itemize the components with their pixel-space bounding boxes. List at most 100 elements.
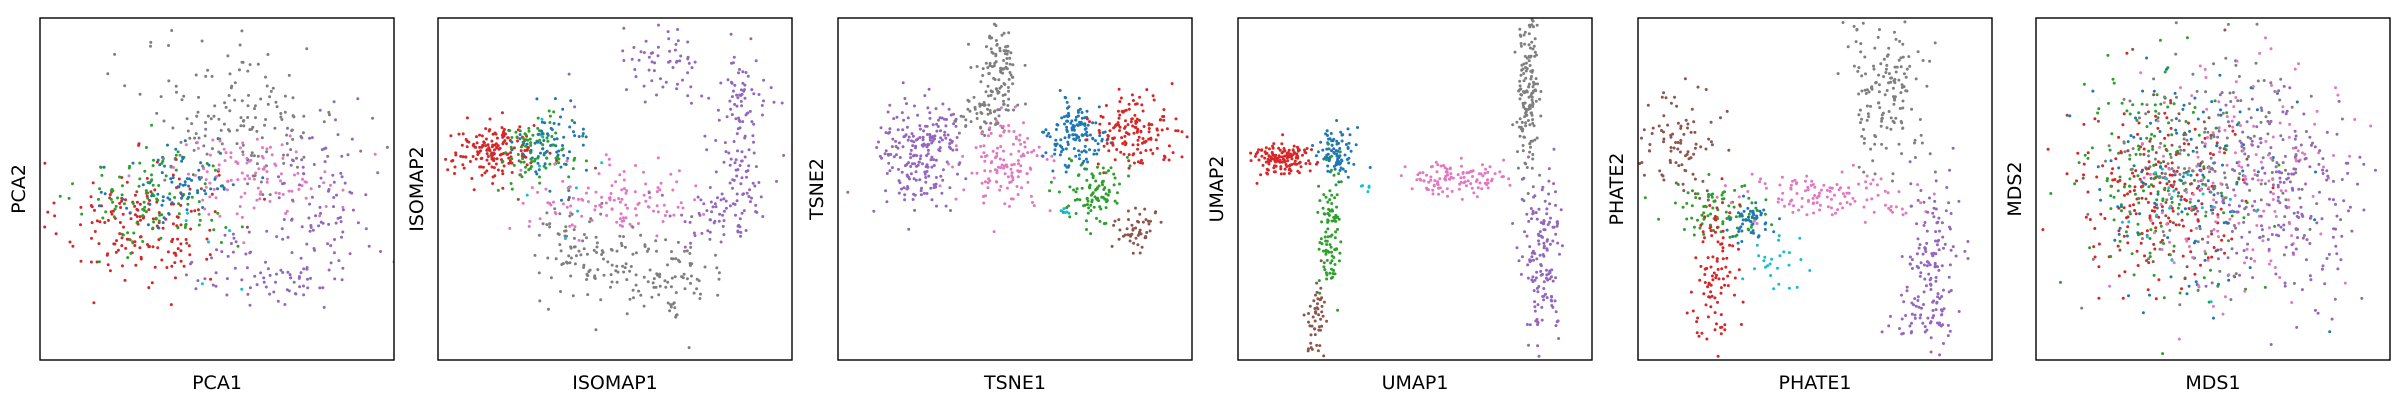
point-series-4 — [1418, 171, 1422, 175]
point-series-5 — [706, 229, 710, 233]
point-series-0 — [892, 155, 896, 159]
point-series-6 — [1944, 209, 1948, 213]
point-series-3 — [1072, 147, 1076, 151]
point-series-5 — [637, 58, 641, 62]
point-series-5 — [326, 242, 330, 246]
point-series-4 — [615, 249, 619, 253]
point-series-5 — [1519, 73, 1523, 77]
point-series-3 — [2229, 100, 2233, 103]
point-series-2 — [2179, 179, 2183, 183]
point-series-3 — [1059, 138, 1063, 142]
point-series-0 — [113, 242, 117, 246]
point-series-4 — [545, 223, 549, 227]
point-series-1 — [159, 236, 163, 240]
point-series-1 — [572, 158, 576, 162]
point-series-6 — [1937, 248, 1941, 252]
point-series-3 — [1320, 324, 1324, 328]
point-series-5 — [226, 254, 230, 258]
point-series-5 — [711, 205, 715, 209]
point-series-5 — [656, 45, 660, 49]
point-series-3 — [2221, 111, 2225, 115]
point-series-5 — [1101, 179, 1105, 183]
point-series-5 — [714, 205, 718, 209]
point-series-5 — [1090, 198, 1094, 202]
point-series-5 — [1101, 166, 1105, 170]
point-series-4 — [1480, 187, 1484, 191]
point-series-6 — [1545, 296, 1549, 300]
point-series-1 — [210, 218, 214, 222]
point-series-3 — [2161, 230, 2165, 234]
point-series-6 — [1929, 336, 1933, 340]
point-series-5 — [642, 84, 646, 88]
point-series-3 — [2200, 140, 2204, 144]
point-series-1 — [71, 182, 74, 186]
point-series-7 — [1777, 238, 1781, 242]
point-series-1 — [2172, 244, 2176, 248]
point-series-2 — [555, 150, 559, 154]
point-series-0 — [118, 221, 122, 224]
point-series-3 — [2213, 186, 2217, 190]
point-series-1 — [144, 189, 148, 193]
point-series-0 — [2193, 272, 2197, 276]
point-series-4 — [1447, 177, 1451, 181]
point-series-5 — [1524, 162, 1528, 166]
point-series-4 — [1461, 171, 1465, 175]
point-series-5 — [1836, 72, 1840, 76]
point-series-0 — [927, 87, 931, 91]
point-series-6 — [1941, 235, 1945, 239]
point-series-5 — [1077, 173, 1081, 177]
point-series-5 — [266, 267, 270, 271]
point-series-3 — [1721, 277, 1725, 281]
point-series-0 — [89, 195, 93, 199]
point-series-0 — [532, 124, 536, 127]
point-series-2 — [2096, 165, 2100, 169]
point-series-5 — [307, 216, 311, 220]
point-series-3 — [204, 121, 207, 124]
point-series-0 — [924, 176, 928, 179]
point-series-7 — [1776, 266, 1779, 270]
point-series-2 — [1317, 184, 1321, 188]
point-series-5 — [689, 85, 693, 89]
point-series-0 — [2208, 152, 2212, 155]
point-series-3 — [1313, 319, 1317, 323]
point-series-3 — [186, 129, 190, 133]
point-series-5 — [749, 37, 753, 41]
point-series-4 — [537, 271, 541, 275]
point-series-2 — [1758, 209, 1762, 213]
point-series-1 — [536, 116, 540, 120]
point-series-3 — [2196, 240, 2200, 244]
point-series-0 — [924, 180, 928, 184]
point-series-1 — [1003, 52, 1007, 56]
point-series-3 — [549, 203, 553, 207]
point-series-4 — [204, 185, 208, 189]
point-series-5 — [1899, 65, 1903, 69]
point-series-5 — [1873, 46, 1877, 50]
point-series-0 — [2136, 132, 2140, 136]
point-series-3 — [1741, 300, 1745, 304]
point-series-3 — [1054, 128, 1058, 131]
point-series-0 — [525, 163, 529, 167]
point-series-1 — [993, 97, 997, 101]
point-series-0 — [928, 135, 932, 139]
point-series-5 — [215, 248, 218, 252]
point-series-2 — [1019, 164, 1023, 168]
point-series-3 — [1309, 341, 1313, 345]
point-series-4 — [127, 174, 131, 178]
point-series-5 — [312, 163, 316, 166]
point-series-2 — [174, 147, 178, 151]
point-series-5 — [1524, 66, 1527, 69]
point-series-1 — [80, 212, 84, 216]
point-series-4 — [1871, 178, 1875, 182]
point-series-6 — [1138, 212, 1142, 216]
point-series-1 — [522, 160, 526, 164]
point-series-4 — [224, 151, 228, 155]
point-series-5 — [259, 271, 263, 275]
point-series-2 — [1002, 158, 1006, 162]
point-series-4 — [1122, 152, 1126, 156]
point-series-5 — [1882, 57, 1886, 61]
point-series-2 — [1319, 237, 1323, 241]
point-series-2 — [1334, 230, 1338, 234]
point-series-0 — [179, 249, 183, 253]
point-series-1 — [2147, 185, 2151, 189]
point-series-0 — [1682, 189, 1686, 193]
